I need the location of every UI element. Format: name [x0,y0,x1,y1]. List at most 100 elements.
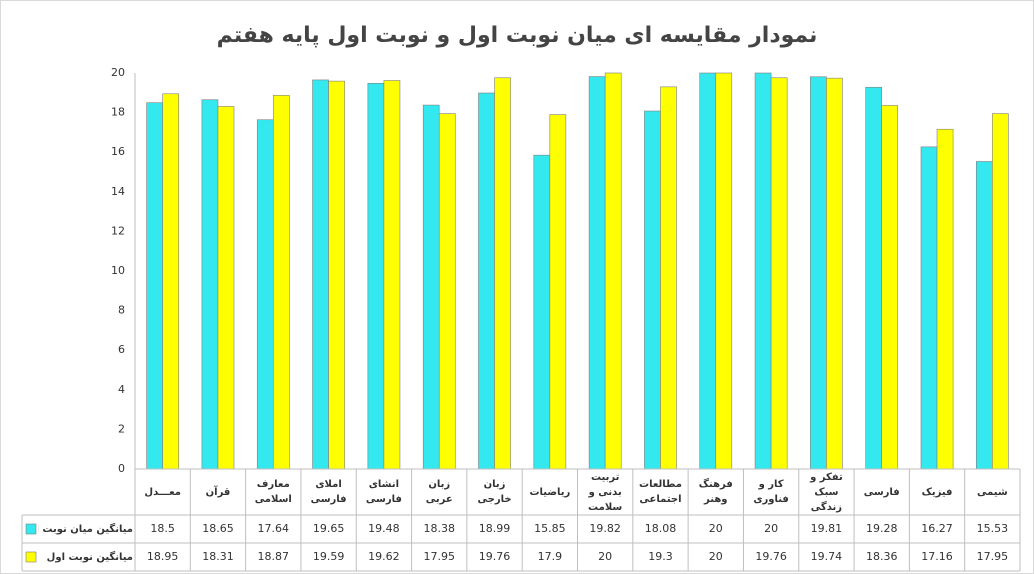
x-tick-label: فیزیک [921,486,953,498]
table-value: 20 [598,550,612,563]
y-tick-label: 6 [118,343,125,356]
bar [604,72,622,470]
y-tick-label: 10 [111,264,125,277]
bar [217,106,235,470]
bar [699,72,717,470]
x-tick-label-box: ریاضیات [529,486,571,498]
bar [438,113,456,470]
table-value: 15.53 [977,522,1009,535]
y-tick-label: 16 [111,145,125,158]
bar [422,104,440,470]
table-value: 19.65 [313,522,345,535]
legend-label-box: میانگین میان نوبت اول [38,523,133,535]
y-tick-label: 0 [118,462,125,475]
table-value: 18.65 [202,522,234,535]
table-value: 18.08 [645,522,677,535]
bar [383,80,401,470]
bar [660,86,677,470]
bar [810,76,827,470]
table-value: 19.59 [313,550,345,563]
x-tick-label: کار و فناوری [753,479,789,505]
bar [865,86,883,470]
bar [588,76,606,470]
table-value: 18.87 [258,550,290,563]
y-tick-label: 8 [118,304,125,317]
table-value: 17.64 [258,522,290,535]
x-tick-label: شیمی [976,486,1008,498]
legend-label-box: میانگین نوبت اول [46,551,133,563]
x-tick-label: قرآن [205,486,231,498]
legend-label: میانگین نوبت اول [46,551,133,563]
table-value: 17.16 [921,550,953,563]
x-tick-label-box: تفکر و سبک زندگی [810,472,843,513]
table-value: 20 [764,522,778,535]
table-value: 19.76 [479,550,511,563]
bar [920,146,938,470]
x-tick-label-box: معـــدل [144,486,181,498]
bar [976,161,993,470]
x-tick-label-box: شیمی [976,486,1008,498]
table-value: 19.74 [811,550,843,563]
x-tick-label-box: قرآن [205,486,231,498]
x-tick-label: زبان عربی [425,479,453,505]
table-value: 19.48 [368,522,400,535]
y-tick-label: 12 [111,224,125,237]
table-value: 18.36 [866,550,898,563]
bar [770,77,788,470]
bar [201,99,219,470]
x-tick-label-box: فارسی [863,486,900,498]
table-value: 19.76 [755,550,787,563]
x-tick-label: فارسی [863,486,900,498]
x-tick-label: فرهنگ وهنر [698,479,733,505]
table-value: 18.31 [202,550,234,563]
y-tick-label: 18 [111,106,125,119]
chart-title: نمودار مقایسه ای میان نوبت اول و نوبت او… [217,23,818,48]
table-value: 18.95 [147,550,179,563]
table-value: 19.28 [866,522,898,535]
bar [272,95,290,470]
bar [478,92,495,470]
bar [826,77,843,470]
y-tick-label: 20 [111,66,125,79]
table-value: 19.82 [589,522,621,535]
bar [992,113,1009,470]
x-tick-label-box: مطالعات اجتماعی [639,479,682,505]
bar [146,102,163,470]
bar [494,77,511,470]
y-tick-label: 2 [118,422,125,435]
x-tick-label-box: معارف اسلامی [254,479,292,505]
table-value: 15.85 [534,522,566,535]
x-tick-label: ریاضیات [529,486,571,498]
bar [754,72,772,470]
table-value: 20 [709,522,723,535]
legend-label: میانگین میان نوبت اول [38,523,133,535]
table-value: 18.38 [423,522,455,535]
table-value: 17.95 [423,550,455,563]
table-value: 18.99 [479,522,511,535]
y-tick-label: 14 [111,185,125,198]
bar [549,114,567,470]
bar [936,128,954,470]
x-tick-label: مطالعات اجتماعی [639,479,682,505]
x-tick-label: معارف اسلامی [254,479,292,505]
x-tick-label: انشای فارسی [365,479,402,505]
x-tick-label-box: تربیت بدنی و سلامت [588,472,622,513]
x-tick-label-box: انشای فارسی [365,479,402,505]
table-value: 19.3 [648,550,673,563]
table-value: 17.95 [977,550,1009,563]
table-value: 18.5 [150,522,175,535]
x-tick-label: املای فارسی [310,479,347,505]
table-value: 19.81 [811,522,843,535]
x-tick-label: زبان خارجی [477,479,512,505]
x-tick-label-box: زبان خارجی [477,479,512,505]
table-value: 16.27 [921,522,953,535]
table-value: 19.62 [368,550,400,563]
bar [162,93,179,470]
legend-swatch [25,523,37,535]
x-tick-label: معـــدل [144,486,181,498]
bar [328,80,345,470]
x-tick-label-box: فرهنگ وهنر [698,479,733,505]
table-value: 17.9 [538,550,563,563]
x-tick-label-box: املای فارسی [310,479,347,505]
